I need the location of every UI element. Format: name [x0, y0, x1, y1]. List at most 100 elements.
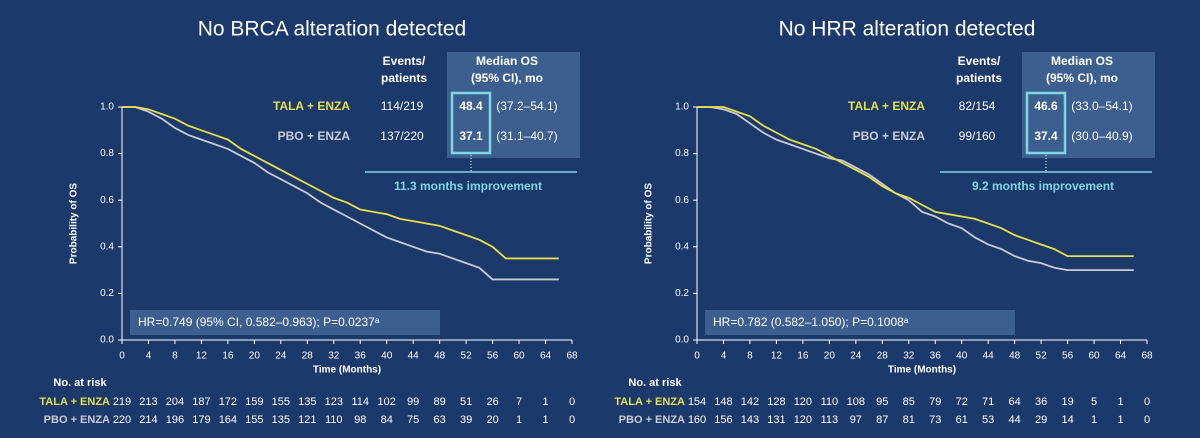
x-tick-label: 16	[797, 351, 809, 362]
table-cell: 37.4	[1034, 129, 1058, 143]
survival-curve	[697, 106, 1134, 271]
at-risk-count: 1	[1117, 396, 1123, 408]
hr-text: HR=0.782 (0.582–1.050); P=0.1008ᵃ	[713, 315, 909, 329]
table-header: Median OS	[476, 54, 538, 68]
x-tick-label: 12	[771, 351, 783, 362]
x-tick-label: 4	[146, 351, 152, 362]
table-header: Events/	[383, 54, 426, 68]
at-risk-count: 1	[1091, 414, 1097, 426]
x-tick-label: 24	[850, 351, 862, 362]
survival-curve	[697, 106, 1134, 258]
x-tick-label: 20	[249, 351, 261, 362]
table-cell: (30.0–40.9)	[1071, 129, 1132, 143]
x-tick-label: 40	[381, 351, 393, 362]
y-axis-label: Probability of OS	[69, 183, 80, 264]
at-risk-count: 75	[407, 414, 419, 426]
x-tick-label: 68	[1141, 351, 1153, 362]
median-box	[1025, 91, 1067, 155]
x-tick-label: 28	[302, 351, 314, 362]
at-risk-count: 213	[139, 396, 157, 408]
at-risk-count: 72	[956, 396, 968, 408]
at-risk-count: 44	[1009, 414, 1021, 426]
x-axis-label: Time (Months)	[313, 365, 381, 376]
table-cell: 82/154	[959, 99, 996, 113]
at-risk-count: 5	[1091, 396, 1097, 408]
at-risk-count: 19	[1061, 396, 1073, 408]
median-box	[450, 91, 492, 155]
at-risk-label: TALA + ENZA	[39, 396, 110, 408]
at-risk-count: 155	[272, 396, 290, 408]
table-cell: 137/220	[380, 129, 424, 143]
at-risk-count: 39	[460, 414, 472, 426]
x-tick-label: 64	[1115, 351, 1127, 362]
at-risk-count: 0	[1144, 414, 1150, 426]
at-risk-count: 36	[1035, 396, 1047, 408]
at-risk-count: 26	[486, 396, 498, 408]
table-cell: 48.4	[459, 99, 483, 113]
at-risk-count: 120	[794, 414, 812, 426]
at-risk-count: 196	[166, 414, 184, 426]
at-risk-count: 123	[325, 396, 343, 408]
table-cell: (33.0–54.1)	[1071, 99, 1132, 113]
table-header: Events/	[958, 54, 1001, 68]
at-risk-count: 63	[434, 414, 446, 426]
improvement-label: 9.2 months improvement	[972, 179, 1114, 193]
x-tick-label: 48	[1009, 351, 1021, 362]
at-risk-count: 108	[847, 396, 865, 408]
x-tick-label: 52	[461, 351, 473, 362]
x-tick-label: 44	[408, 351, 420, 362]
improvement-label: 11.3 months improvement	[394, 179, 542, 193]
at-risk-count: 61	[956, 414, 968, 426]
at-risk-count: 14	[1061, 414, 1073, 426]
table-shade	[1022, 52, 1155, 158]
table-cell: (37.2–54.1)	[496, 99, 557, 113]
survival-curve	[122, 106, 559, 281]
at-risk-count: 113	[821, 414, 839, 426]
at-risk-count: 0	[1144, 396, 1150, 408]
survival-curve	[122, 106, 559, 260]
x-tick-label: 40	[956, 351, 968, 362]
at-risk-count: 73	[929, 414, 941, 426]
x-tick-label: 56	[487, 351, 499, 362]
at-risk-count: 53	[982, 414, 994, 426]
at-risk-count: 143	[741, 414, 759, 426]
at-risk-count: 110	[325, 414, 343, 426]
at-risk-count: 142	[741, 396, 759, 408]
at-risk-count: 204	[166, 396, 184, 408]
y-tick-label: 0.8	[100, 148, 114, 159]
at-risk-count: 156	[714, 414, 732, 426]
at-risk-count: 51	[460, 396, 472, 408]
y-tick-label: 1.0	[675, 102, 689, 113]
x-tick-label: 56	[1062, 351, 1074, 362]
x-tick-label: 36	[355, 351, 367, 362]
at-risk-count: 187	[192, 396, 210, 408]
at-risk-count: 71	[982, 396, 994, 408]
x-tick-label: 20	[824, 351, 836, 362]
x-tick-label: 16	[222, 351, 234, 362]
y-tick-label: 0.2	[675, 288, 689, 299]
at-risk-count: 1	[542, 396, 548, 408]
table-cell: 46.6	[1034, 99, 1058, 113]
at-risk-label: TALA + ENZA	[614, 396, 685, 408]
at-risk-count: 179	[192, 414, 210, 426]
at-risk-count: 160	[688, 414, 706, 426]
at-risk-count: 120	[794, 396, 812, 408]
at-risk-count: 148	[714, 396, 732, 408]
at-risk-count: 135	[298, 396, 316, 408]
at-risk-count: 159	[245, 396, 263, 408]
x-tick-label: 44	[983, 351, 995, 362]
table-cell: 114/219	[381, 99, 424, 113]
x-tick-label: 52	[1036, 351, 1048, 362]
at-risk-count: 64	[1009, 396, 1021, 408]
y-tick-label: 0.0	[675, 335, 689, 346]
chart-title: No HRR alteration detected	[779, 18, 1036, 41]
x-tick-label: 48	[434, 351, 446, 362]
at-risk-count: 1	[516, 414, 522, 426]
at-risk-count: 89	[434, 396, 446, 408]
row-label: TALA + ENZA	[273, 99, 350, 113]
x-tick-label: 32	[328, 351, 340, 362]
at-risk-label: PBO + ENZA	[44, 414, 110, 426]
table-header: (95% CI), mo	[1046, 71, 1118, 85]
at-risk-count: 131	[767, 414, 785, 426]
at-risk-count: 220	[113, 414, 131, 426]
